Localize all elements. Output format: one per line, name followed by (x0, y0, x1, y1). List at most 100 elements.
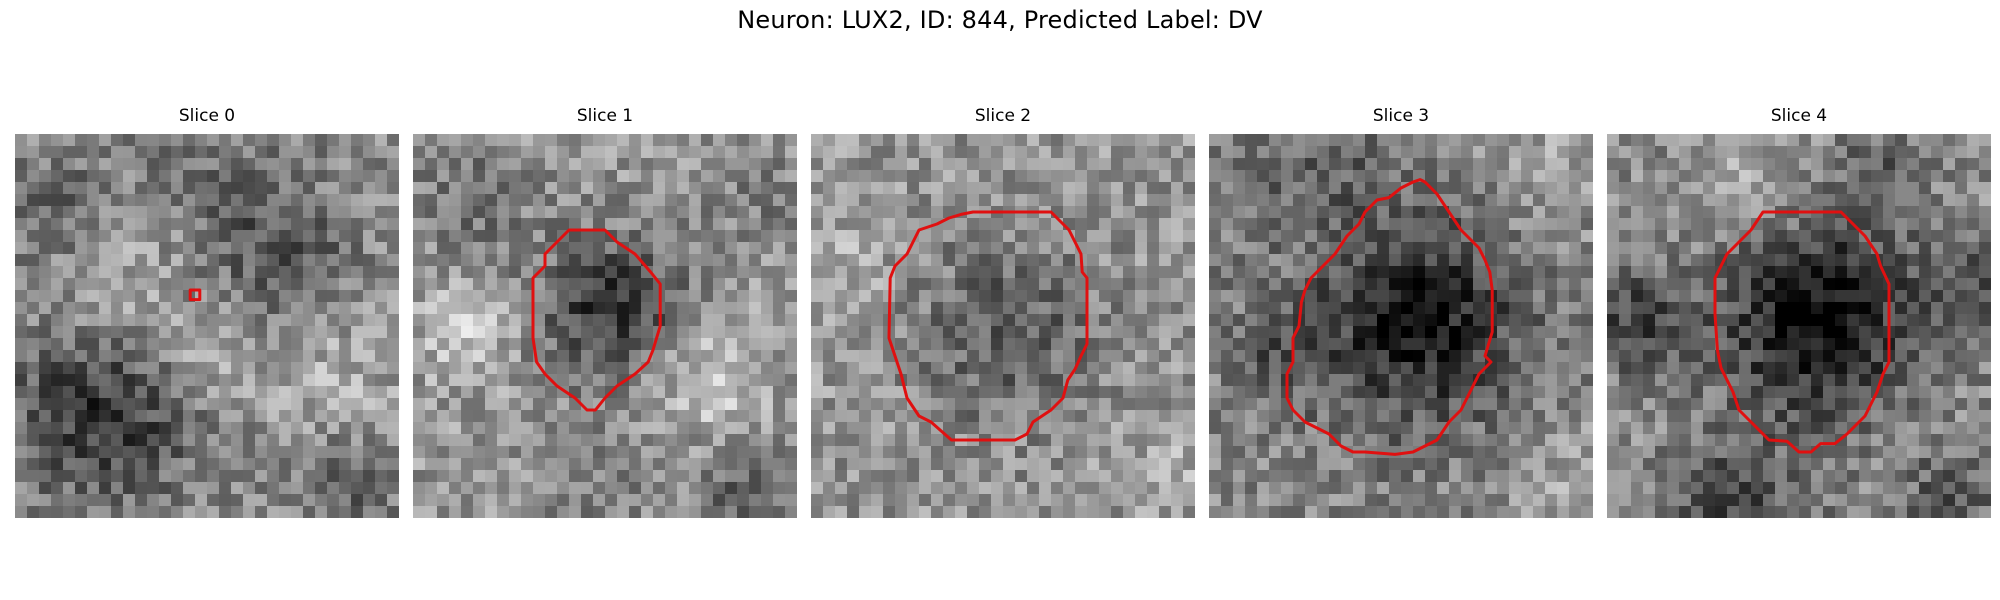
pixel (1123, 230, 1135, 242)
pixel (1871, 206, 1883, 218)
pixel (1667, 182, 1679, 194)
pixel (327, 194, 339, 206)
pixel (183, 338, 195, 350)
pixel (1497, 254, 1509, 266)
pixel (1545, 290, 1557, 302)
pixel (847, 446, 859, 458)
pixel (1281, 338, 1293, 350)
pixel (171, 338, 183, 350)
pixel (1257, 422, 1269, 434)
pixel (375, 194, 387, 206)
pixel (437, 170, 449, 182)
pixel (1619, 182, 1631, 194)
pixel (1437, 410, 1449, 422)
pixel (1739, 266, 1751, 278)
pixel (1497, 302, 1509, 314)
pixel (243, 338, 255, 350)
pixel (689, 482, 701, 494)
pixel (653, 386, 665, 398)
pixel (931, 290, 943, 302)
pixel (761, 506, 773, 518)
pixel (557, 482, 569, 494)
pixel (147, 338, 159, 350)
pixel (497, 494, 509, 506)
pixel (473, 278, 485, 290)
pixel (1099, 338, 1111, 350)
pixel (1859, 218, 1871, 230)
pixel (967, 266, 979, 278)
pixel (1353, 482, 1365, 494)
pixel (1521, 482, 1533, 494)
pixel (1003, 494, 1015, 506)
pixel (1075, 458, 1087, 470)
pixel (123, 302, 135, 314)
pixel (387, 386, 399, 398)
pixel (1003, 326, 1015, 338)
pixel (1003, 470, 1015, 482)
pixel (1245, 422, 1257, 434)
pixel (1823, 194, 1835, 206)
pixel (1087, 350, 1099, 362)
pixel (569, 158, 581, 170)
pixel (303, 278, 315, 290)
pixel (1183, 242, 1195, 254)
pixel (1159, 266, 1171, 278)
pixel (1871, 290, 1883, 302)
pixel (497, 194, 509, 206)
pixel (1811, 374, 1823, 386)
pixel (1931, 134, 1943, 146)
pixel (1533, 206, 1545, 218)
pixel (509, 446, 521, 458)
pixel (1497, 362, 1509, 374)
pixel (425, 170, 437, 182)
pixel (75, 434, 87, 446)
pixel (1509, 506, 1521, 518)
pixel (701, 278, 713, 290)
pixel (1329, 362, 1341, 374)
pixel (1581, 494, 1593, 506)
pixel (1545, 362, 1557, 374)
pixel (39, 302, 51, 314)
pixel (895, 266, 907, 278)
pixel (1425, 494, 1437, 506)
pixel (303, 386, 315, 398)
pixel (437, 422, 449, 434)
pixel (907, 434, 919, 446)
pixel (1293, 422, 1305, 434)
pixel (303, 458, 315, 470)
pixel (1569, 170, 1581, 182)
pixel (509, 398, 521, 410)
pixel (351, 410, 363, 422)
pixel (1305, 506, 1317, 518)
pixel (315, 422, 327, 434)
pixel (1233, 458, 1245, 470)
pixel (267, 374, 279, 386)
pixel (485, 314, 497, 326)
pixel (1111, 242, 1123, 254)
pixel (267, 314, 279, 326)
pixel (63, 266, 75, 278)
pixel (1353, 302, 1365, 314)
pixel (895, 410, 907, 422)
pixel (725, 302, 737, 314)
pixel (749, 326, 761, 338)
pixel (159, 206, 171, 218)
pixel (473, 458, 485, 470)
pixel (773, 506, 785, 518)
pixel (437, 398, 449, 410)
pixel (291, 398, 303, 410)
pixel (859, 494, 871, 506)
pixel (1823, 350, 1835, 362)
pixel (27, 146, 39, 158)
pixel (1099, 350, 1111, 362)
pixel (291, 434, 303, 446)
pixel (605, 206, 617, 218)
pixel (315, 290, 327, 302)
pixel (677, 278, 689, 290)
pixel (387, 266, 399, 278)
pixel (339, 386, 351, 398)
pixel (279, 506, 291, 518)
pixel (811, 170, 823, 182)
pixel (1027, 362, 1039, 374)
pixel (823, 434, 835, 446)
